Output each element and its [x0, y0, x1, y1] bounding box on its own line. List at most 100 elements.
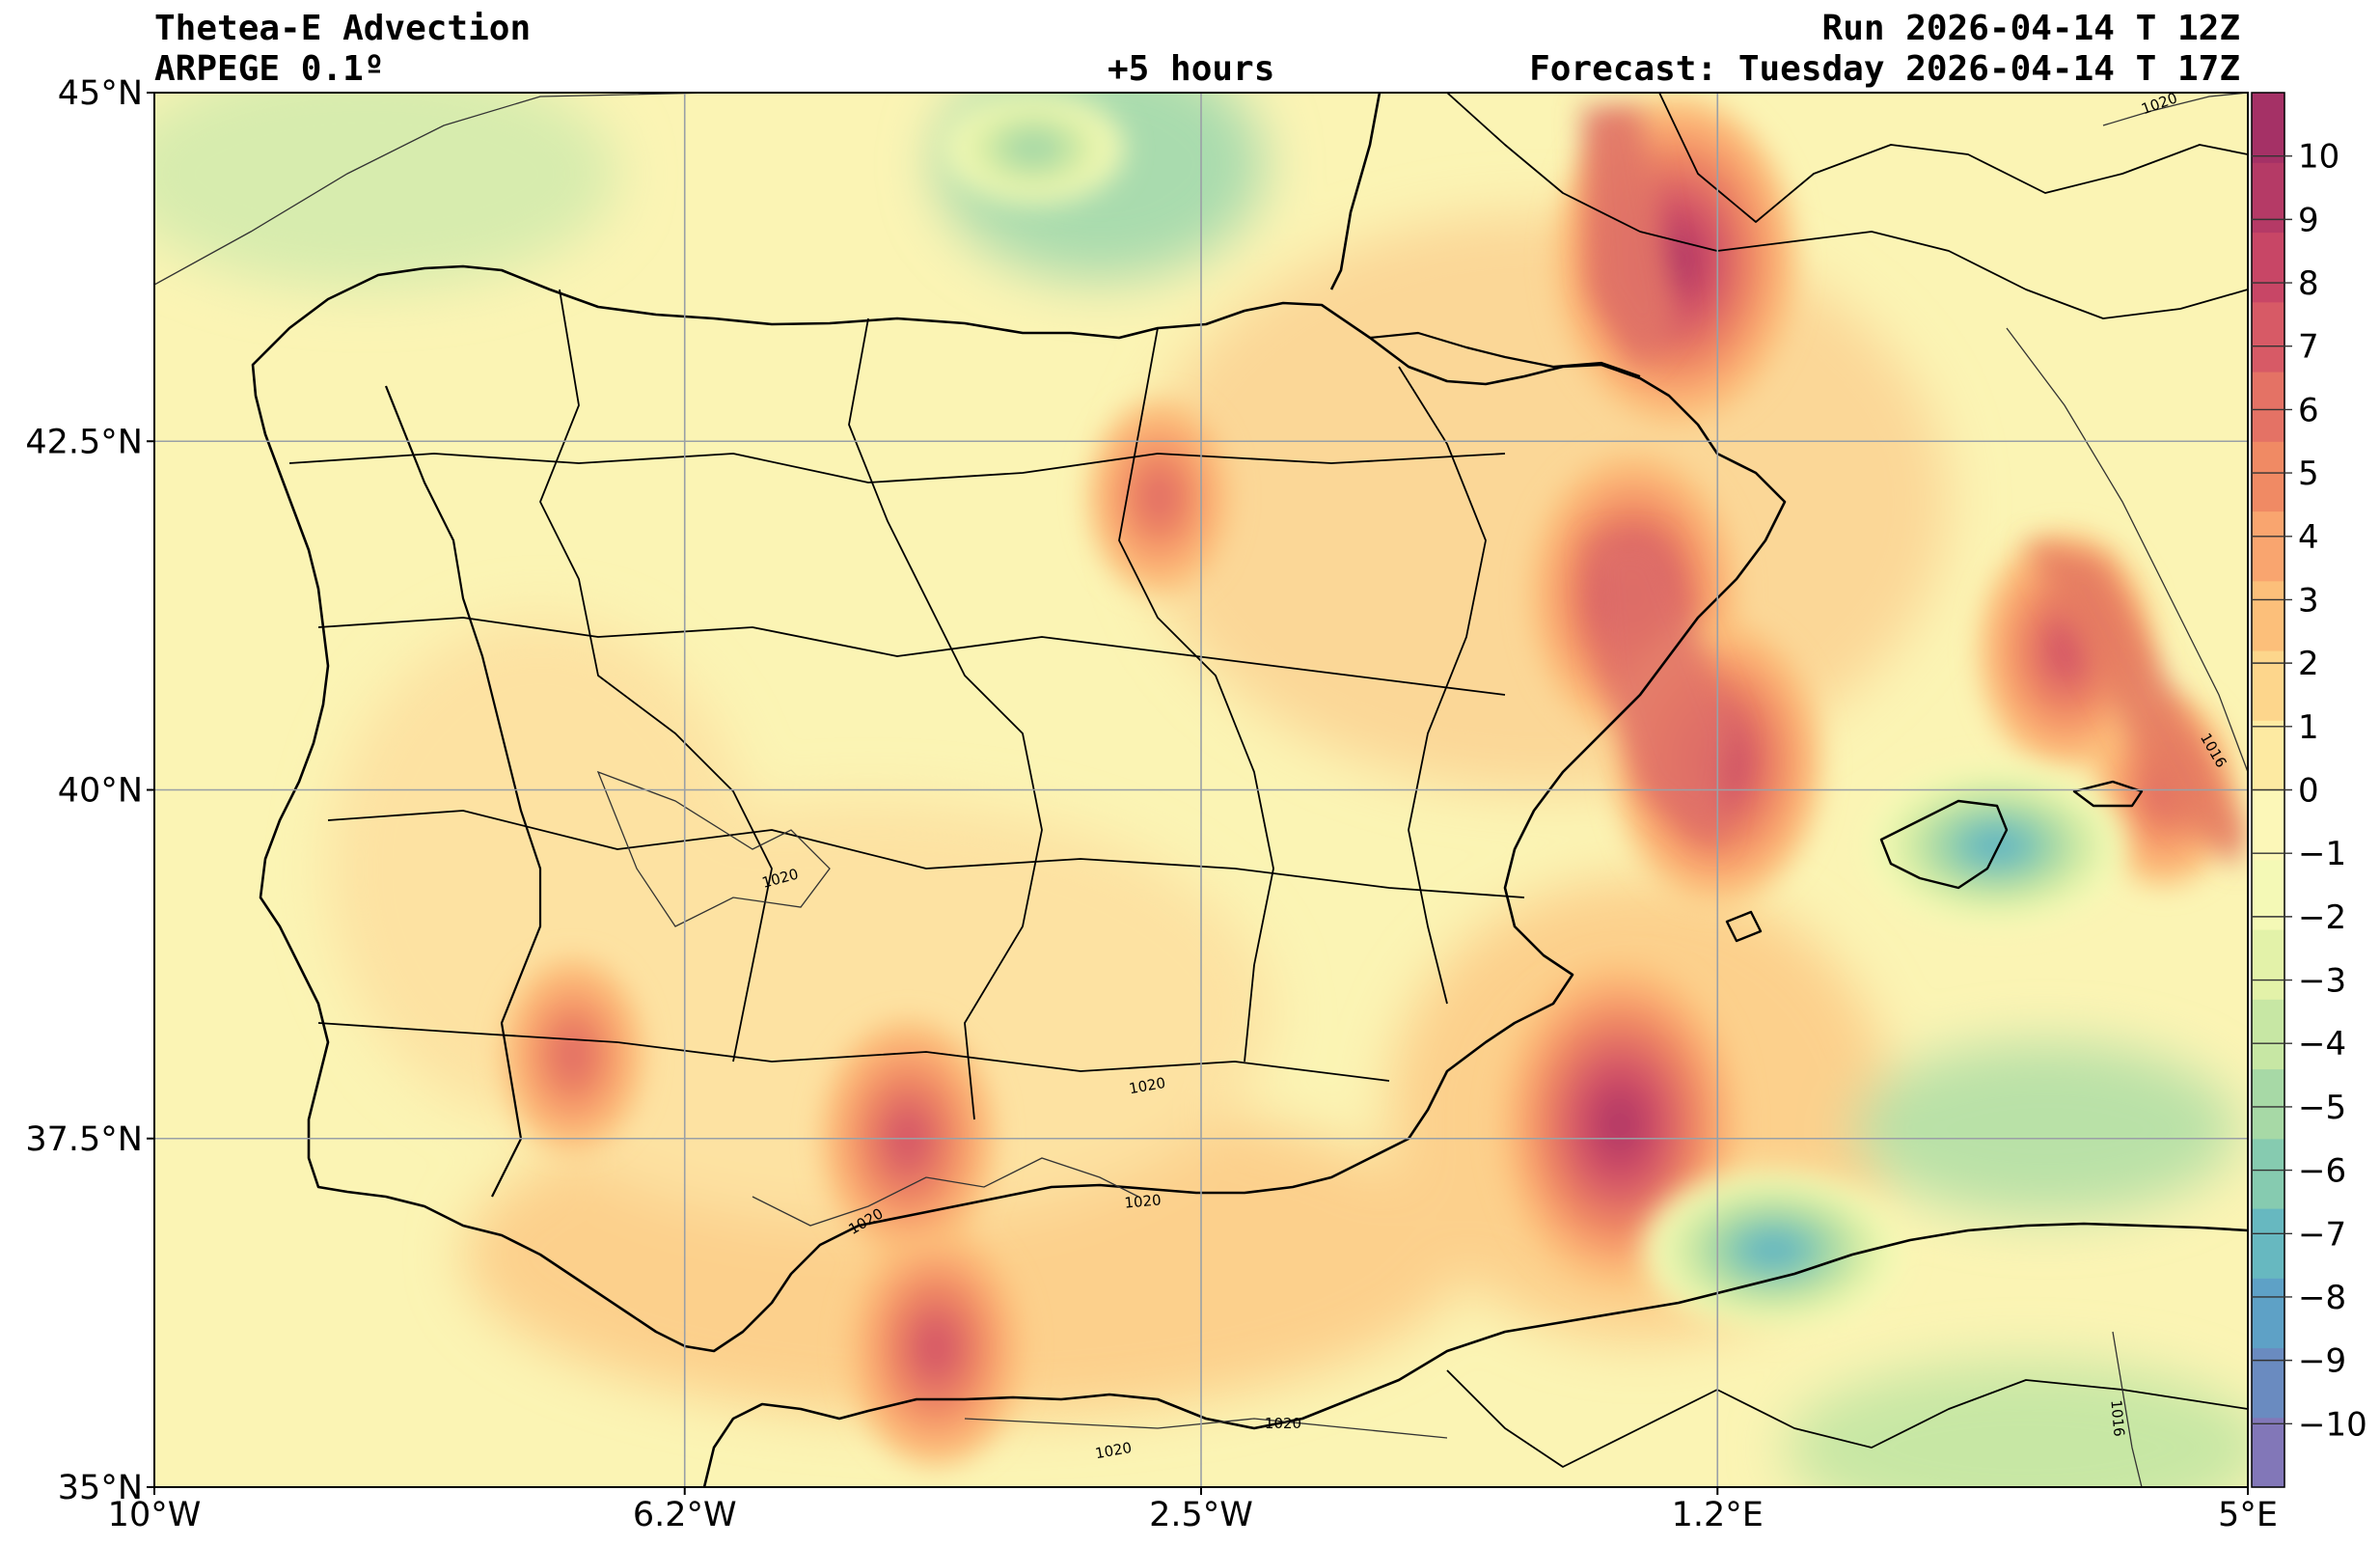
colorbar-label: 2 — [2298, 645, 2319, 683]
colorbar-bin — [2252, 511, 2284, 582]
lon-tick-label: 6.2°W — [633, 1496, 737, 1534]
colorbar-bin — [2252, 1068, 2284, 1140]
colorbar-bin — [2252, 301, 2284, 373]
colorbar-label: 4 — [2298, 518, 2319, 557]
cool-region-sardinia-sea — [1852, 1042, 2238, 1216]
colorbar-label: −1 — [2298, 835, 2346, 873]
colorbar-label: −10 — [2298, 1405, 2367, 1444]
province-border — [848, 317, 1043, 1120]
colorbar-bin — [2252, 1347, 2284, 1419]
lon-tick-label: 5°E — [2218, 1496, 2278, 1534]
colorbar-bin — [2252, 580, 2284, 651]
colorbar-bin — [2252, 859, 2284, 930]
colorbar-bin — [2252, 929, 2284, 1000]
map-title: Thetea-E Advection — [154, 9, 532, 48]
france-coastline — [1329, 93, 1381, 290]
forecast-label: Forecast: Tuesday 2026-04-14 T 17Z — [1529, 49, 2240, 89]
isobar-1020-africa — [964, 1418, 1448, 1439]
hotspot-contour — [915, 1318, 958, 1377]
colorbar-label: 3 — [2298, 581, 2319, 620]
warm-tongue-pyrenees — [1582, 106, 1679, 367]
colorbar-label: −8 — [2298, 1279, 2346, 1317]
lat-tick-label: 45°N — [58, 74, 143, 113]
lat-tick-label: 40°N — [58, 772, 143, 811]
africa-border — [1446, 1369, 2248, 1468]
france-region-border — [1446, 93, 2248, 319]
province-border — [327, 810, 1525, 898]
cool-region-atlantic — [154, 93, 617, 290]
lat-tick-label: 37.5°N — [25, 1120, 143, 1159]
model-label: ARPEGE 0.1º — [154, 49, 385, 89]
colorbar-label: −6 — [2298, 1152, 2346, 1191]
hotspot-contour — [1137, 468, 1181, 526]
isobar-label: 1020 — [1265, 1415, 1301, 1432]
hotspot-contour — [1598, 1095, 1642, 1154]
colorbar-bin — [2252, 372, 2284, 442]
lat-tick-label: 42.5°N — [25, 423, 143, 461]
colorbar-bin — [2252, 1278, 2284, 1349]
colorbar-bin — [2252, 441, 2284, 512]
colorbar-bin — [2252, 162, 2284, 234]
colorbar-label: 10 — [2298, 138, 2339, 177]
hotspot-contour — [2044, 621, 2089, 679]
colorbar-label: 1 — [2298, 708, 2319, 747]
isobar-1020-northeast — [2102, 93, 2248, 126]
colorbar-bin — [2252, 93, 2284, 163]
colorbar-label: 6 — [2298, 391, 2319, 429]
colorbar-label: 0 — [2298, 772, 2319, 811]
colorbar-label: 9 — [2298, 201, 2319, 239]
lead-time-label: +5 hours — [1108, 49, 1275, 89]
isobar-label: 1020 — [1124, 1191, 1163, 1211]
menorca-coast — [2072, 780, 2144, 808]
portugal-border — [384, 385, 542, 1198]
ibiza-coast — [1725, 910, 1763, 943]
colorbar-bin — [2252, 999, 2284, 1070]
warm-tongue-gulf-of-lion — [2026, 540, 2248, 869]
colorbar-label: −5 — [2298, 1089, 2346, 1127]
colorbar-bin — [2252, 650, 2284, 721]
colorbar-label: −2 — [2298, 898, 2346, 937]
run-label: Run 2026-04-14 T 12Z — [1821, 9, 2240, 48]
province-border — [1398, 366, 1487, 1005]
warm-region-ebro — [1138, 212, 1949, 791]
coldspot-contour — [1742, 1231, 1804, 1269]
colorbar-bin — [2252, 720, 2284, 791]
province-border — [288, 453, 1506, 483]
longitude-ticks: 10°W 6.2°W 2.5°W 1.2°E 5°E — [108, 1487, 2278, 1534]
africa-coastline — [702, 1222, 2248, 1487]
colorbar-label: −4 — [2298, 1025, 2346, 1063]
warm-tongue-coast — [1592, 540, 1737, 849]
coldspot-contour — [1003, 129, 1064, 167]
colorbar-bin — [2252, 1417, 2284, 1488]
colorbar-label: 8 — [2298, 264, 2319, 303]
colorbar-bin — [2252, 789, 2284, 861]
coldspot-contour — [1966, 827, 2027, 865]
lat-tick-label: 35°N — [58, 1469, 143, 1507]
colorbar-label: −3 — [2298, 962, 2346, 1001]
colorbar-label: −7 — [2298, 1215, 2346, 1254]
province-border — [1118, 327, 1274, 1063]
lon-tick-label: 10°W — [108, 1496, 202, 1534]
cool-region-algeria — [1785, 1361, 2248, 1487]
province-border — [317, 617, 1506, 696]
colorbar-bin — [2252, 232, 2284, 303]
latitude-ticks: 45°N 42.5°N 40°N 37.5°N 35°N — [25, 74, 154, 1507]
hotspot-contour — [551, 1026, 595, 1084]
advection-field — [154, 93, 2248, 1487]
isobar-1016-southeast — [2112, 1331, 2143, 1487]
isobar-1020-interior — [596, 770, 831, 927]
colorbar-label: 5 — [2298, 455, 2319, 493]
coastline-and-borders — [251, 93, 2248, 1487]
mallorca-coast — [1879, 799, 2009, 890]
colorbar-bin — [2252, 1208, 2284, 1279]
colorbar-bin — [2252, 1138, 2284, 1209]
isobar-1020-north — [154, 93, 715, 286]
lon-tick-label: 1.2°E — [1672, 1496, 1764, 1534]
colorbar-label: −9 — [2298, 1342, 2346, 1381]
colorbar-label: 7 — [2298, 328, 2319, 367]
province-border — [539, 289, 773, 1063]
isobars — [154, 93, 2248, 1487]
isobar-label: 1016 — [2107, 1399, 2127, 1438]
